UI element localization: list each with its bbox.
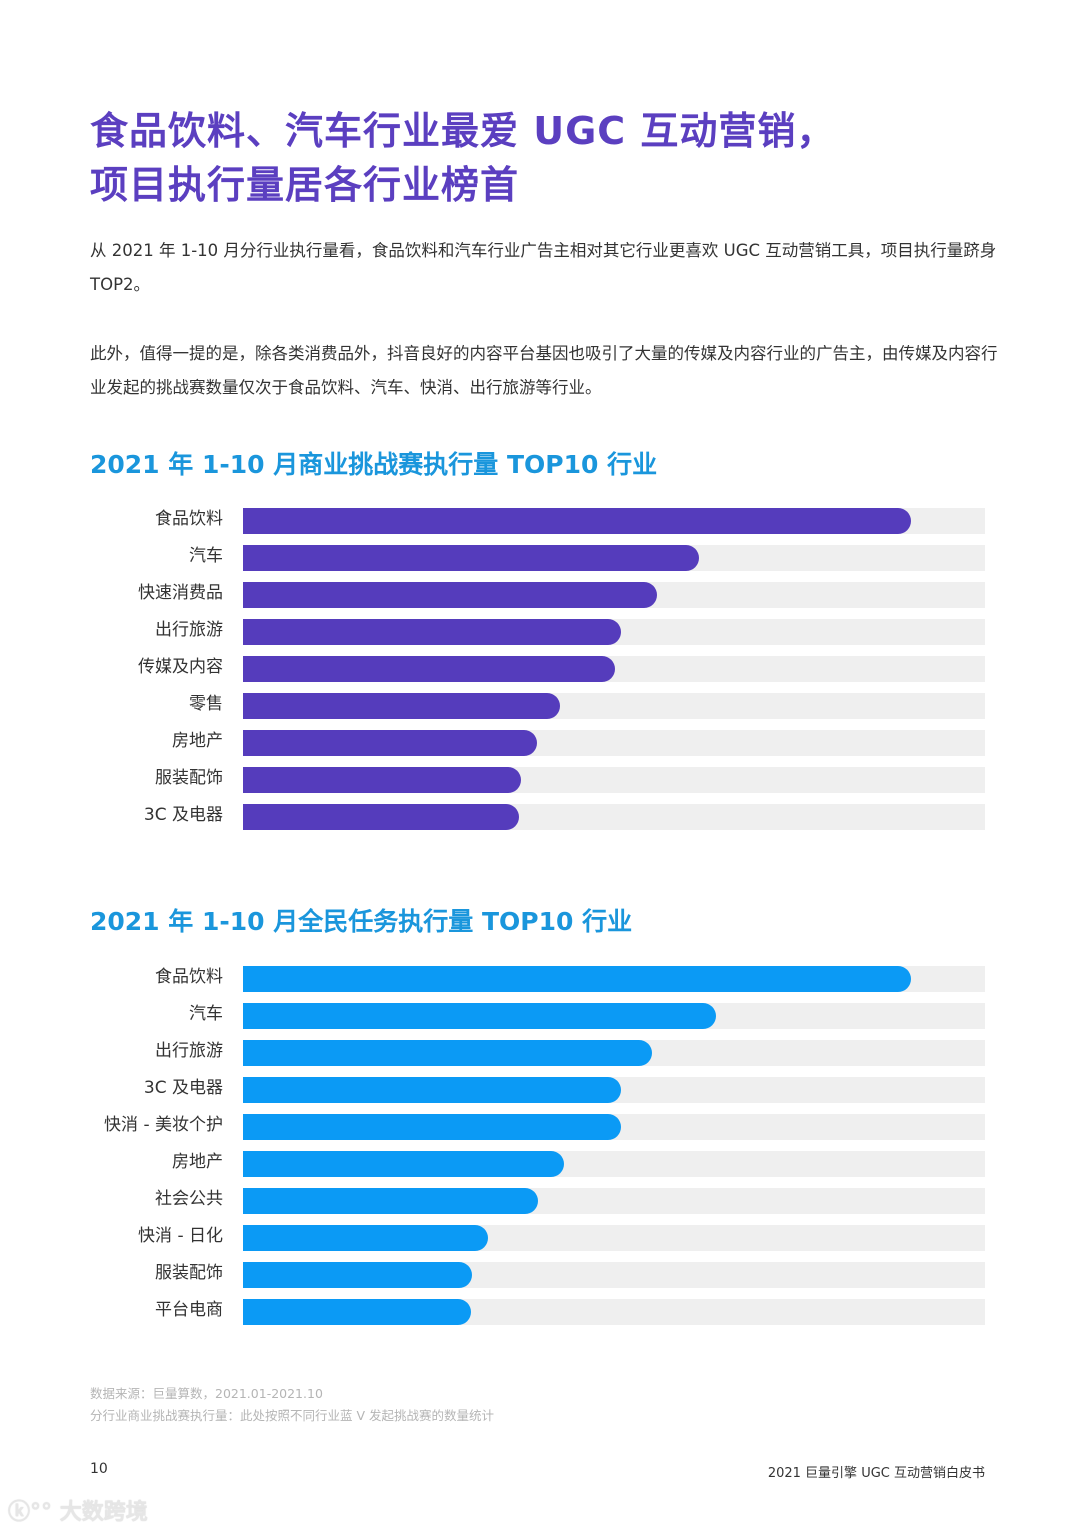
bar-track [243, 730, 985, 756]
bar-track [243, 545, 985, 571]
bar-track [243, 804, 985, 830]
bar-label: 出行旅游 [155, 620, 223, 640]
bar-row: 传媒及内容 [0, 656, 1080, 682]
bar-row: 房地产 [0, 1151, 1080, 1177]
bar [243, 1114, 621, 1140]
bar [243, 767, 522, 793]
source-line: 数据来源：巨量算数，2021.01-2021.10 [90, 1386, 323, 1401]
bar-label: 房地产 [172, 1152, 223, 1172]
bar-label: 汽车 [189, 1004, 223, 1024]
bar [243, 1003, 716, 1029]
bar [243, 804, 520, 830]
bar-label: 汽车 [189, 546, 223, 566]
bar-track [243, 693, 985, 719]
bar-label: 快速消费品 [138, 583, 223, 603]
bar-row: 快消 - 日化 [0, 1225, 1080, 1251]
bar-row: 服装配饰 [0, 1262, 1080, 1288]
bar [243, 508, 911, 534]
bar-track [243, 1040, 985, 1066]
bar-row: 汽车 [0, 545, 1080, 571]
page-title-line1: 食品饮料、汽车行业最爱 UGC 互动营销， [90, 109, 836, 153]
bar [243, 730, 537, 756]
bar-row: 汽车 [0, 1003, 1080, 1029]
bar-label: 食品饮料 [155, 509, 223, 529]
bar [243, 656, 615, 682]
bar [243, 545, 700, 571]
bar-label: 3C 及电器 [143, 805, 223, 825]
watermark: ⓚ°° 大数跨境 [8, 1494, 148, 1526]
chart2-title: 2021 年 1-10 月全民任务执行量 TOP10 行业 [90, 907, 633, 936]
bar-row: 房地产 [0, 730, 1080, 756]
bar-label: 服装配饰 [155, 1263, 223, 1283]
bar-track [243, 767, 985, 793]
bar-row: 3C 及电器 [0, 1077, 1080, 1103]
bar-label: 零售 [189, 694, 223, 714]
bar-row: 平台电商 [0, 1299, 1080, 1325]
bar [243, 1151, 565, 1177]
bar-track [243, 1225, 985, 1251]
bar [243, 582, 658, 608]
bar-label: 快消 - 日化 [138, 1226, 223, 1246]
bar-row: 3C 及电器 [0, 804, 1080, 830]
bar-row: 社会公共 [0, 1188, 1080, 1214]
bar-label: 传媒及内容 [138, 657, 223, 677]
bar-label: 快消 - 美妆个护 [104, 1115, 223, 1135]
watermark-logo-icon: ⓚ°° [8, 1500, 53, 1525]
method-note: 分行业商业挑战赛执行量：此处按照不同行业蓝 V 发起挑战赛的数量统计 [90, 1408, 494, 1423]
watermark-text: 大数跨境 [59, 1500, 148, 1525]
bar-track [243, 1151, 985, 1177]
bar-row: 出行旅游 [0, 619, 1080, 645]
detail-paragraph: 此外，值得一提的是，除各类消费品外，抖音良好的内容平台基因也吸引了大量的传媒及内… [90, 344, 998, 397]
bar-track [243, 1114, 985, 1140]
bar-label: 3C 及电器 [143, 1078, 223, 1098]
bar-track [243, 619, 985, 645]
bar [243, 693, 560, 719]
bar-row: 食品饮料 [0, 508, 1080, 534]
bar-row: 服装配饰 [0, 767, 1080, 793]
bar [243, 1262, 473, 1288]
chart1-title: 2021 年 1-10 月商业挑战赛执行量 TOP10 行业 [90, 450, 658, 479]
intro-paragraph: 从 2021 年 1-10 月分行业执行量看，食品饮料和汽车行业广告主相对其它行… [90, 241, 997, 294]
bar-label: 食品饮料 [155, 967, 223, 987]
bar-track [243, 1003, 985, 1029]
bar-track [243, 1299, 985, 1325]
bar [243, 966, 911, 992]
bar-row: 快速消费品 [0, 582, 1080, 608]
bar-label: 出行旅游 [155, 1041, 223, 1061]
bar-label: 房地产 [172, 731, 223, 751]
bar-label: 社会公共 [155, 1189, 223, 1209]
bar [243, 1225, 488, 1251]
page-number: 10 [90, 1461, 108, 1477]
bar [243, 1188, 539, 1214]
bar-track [243, 1262, 985, 1288]
bar-row: 食品饮料 [0, 966, 1080, 992]
bar-track [243, 966, 985, 992]
bar-track [243, 656, 985, 682]
page-title-line2: 项目执行量居各行业榜首 [90, 163, 520, 207]
bar-track [243, 1188, 985, 1214]
footer-doc-title: 2021 巨量引擎 UGC 互动营销白皮书 [767, 1466, 985, 1481]
bar [243, 619, 621, 645]
bar [243, 1040, 652, 1066]
bar-row: 零售 [0, 693, 1080, 719]
bar [243, 1299, 471, 1325]
bar-track [243, 508, 985, 534]
bar-row: 出行旅游 [0, 1040, 1080, 1066]
page-title: 食品饮料、汽车行业最爱 UGC 互动营销， 项目执行量居各行业榜首 [90, 104, 990, 212]
bar-label: 平台电商 [155, 1300, 223, 1320]
bar-label: 服装配饰 [155, 768, 223, 788]
bar-row: 快消 - 美妆个护 [0, 1114, 1080, 1140]
bar-track [243, 582, 985, 608]
data-source-note: 数据来源：巨量算数，2021.01-2021.10 分行业商业挑战赛执行量：此处… [90, 1383, 494, 1427]
bar-track [243, 1077, 985, 1103]
bar [243, 1077, 621, 1103]
